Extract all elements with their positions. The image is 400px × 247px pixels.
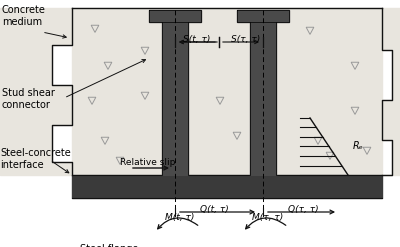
Polygon shape (72, 8, 382, 175)
Text: Stud shear
connector: Stud shear connector (2, 88, 55, 110)
Polygon shape (0, 8, 72, 175)
Text: Relative slip: Relative slip (120, 158, 175, 167)
Polygon shape (237, 10, 289, 22)
Text: S(τ, τ): S(τ, τ) (231, 35, 261, 44)
Text: Rₑ: Rₑ (353, 141, 364, 151)
Polygon shape (72, 175, 382, 198)
Text: Steel flange: Steel flange (80, 244, 138, 247)
Polygon shape (250, 22, 276, 175)
Polygon shape (382, 8, 400, 175)
Text: Steel-concrete
interface: Steel-concrete interface (0, 148, 71, 170)
Polygon shape (149, 10, 201, 22)
Polygon shape (162, 22, 188, 175)
Text: Q(τ, τ): Q(τ, τ) (288, 205, 318, 214)
Text: M(t, τ): M(t, τ) (165, 213, 195, 222)
Text: M(τ, τ): M(τ, τ) (252, 213, 284, 222)
Text: S(t, τ): S(t, τ) (183, 35, 211, 44)
Text: Q(t, τ): Q(t, τ) (200, 205, 228, 214)
Text: Concrete
medium: Concrete medium (2, 5, 46, 27)
